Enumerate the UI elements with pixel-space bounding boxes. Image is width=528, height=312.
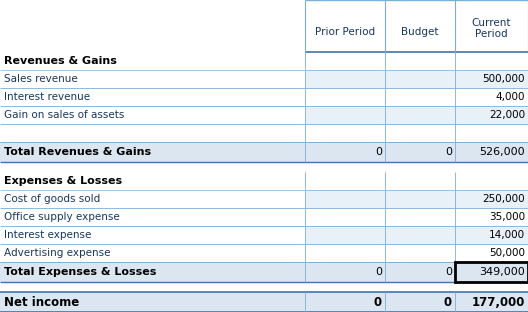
Text: 0: 0 xyxy=(445,267,452,277)
Text: 500,000: 500,000 xyxy=(483,74,525,84)
Text: 526,000: 526,000 xyxy=(479,147,525,157)
Text: 22,000: 22,000 xyxy=(489,110,525,120)
Bar xyxy=(0,124,305,142)
Text: Office supply expense: Office supply expense xyxy=(4,212,120,222)
Text: 4,000: 4,000 xyxy=(495,92,525,102)
Bar xyxy=(0,162,528,172)
Bar xyxy=(0,226,305,244)
Text: 250,000: 250,000 xyxy=(483,194,525,204)
Bar xyxy=(0,282,528,292)
Text: Revenues & Gains: Revenues & Gains xyxy=(4,56,117,66)
Bar xyxy=(0,292,528,312)
Text: 0: 0 xyxy=(374,295,382,309)
Bar xyxy=(0,262,528,282)
Bar xyxy=(305,70,528,88)
Text: Prior Period: Prior Period xyxy=(315,27,375,37)
Text: 50,000: 50,000 xyxy=(489,248,525,258)
Bar xyxy=(0,106,305,124)
Text: 349,000: 349,000 xyxy=(479,267,525,277)
Text: Current
Period: Current Period xyxy=(472,18,511,39)
Bar xyxy=(0,244,305,262)
Bar xyxy=(305,88,528,106)
Text: Advertising expense: Advertising expense xyxy=(4,248,110,258)
Bar xyxy=(0,88,305,106)
Bar xyxy=(305,106,528,124)
Bar xyxy=(305,190,528,208)
Bar xyxy=(305,124,528,142)
Bar xyxy=(0,208,305,226)
Text: Sales revenue: Sales revenue xyxy=(4,74,78,84)
Text: Budget: Budget xyxy=(401,27,439,37)
Text: 0: 0 xyxy=(445,147,452,157)
Text: Expenses & Losses: Expenses & Losses xyxy=(4,176,122,186)
Text: Net income: Net income xyxy=(4,295,79,309)
Text: 0: 0 xyxy=(375,147,382,157)
Text: 177,000: 177,000 xyxy=(472,295,525,309)
Bar xyxy=(0,190,305,208)
Bar xyxy=(305,226,528,244)
Text: 35,000: 35,000 xyxy=(489,212,525,222)
Bar xyxy=(305,244,528,262)
Bar xyxy=(305,208,528,226)
Text: Interest expense: Interest expense xyxy=(4,230,91,240)
Bar xyxy=(455,262,528,282)
Text: Cost of goods sold: Cost of goods sold xyxy=(4,194,100,204)
Text: Total Revenues & Gains: Total Revenues & Gains xyxy=(4,147,151,157)
Text: Gain on sales of assets: Gain on sales of assets xyxy=(4,110,125,120)
Bar xyxy=(0,70,305,88)
Bar xyxy=(0,142,528,162)
Text: Total Expenses & Losses: Total Expenses & Losses xyxy=(4,267,156,277)
Text: 0: 0 xyxy=(444,295,452,309)
Text: Interest revenue: Interest revenue xyxy=(4,92,90,102)
Text: 14,000: 14,000 xyxy=(489,230,525,240)
Bar xyxy=(305,0,528,52)
Text: 0: 0 xyxy=(375,267,382,277)
